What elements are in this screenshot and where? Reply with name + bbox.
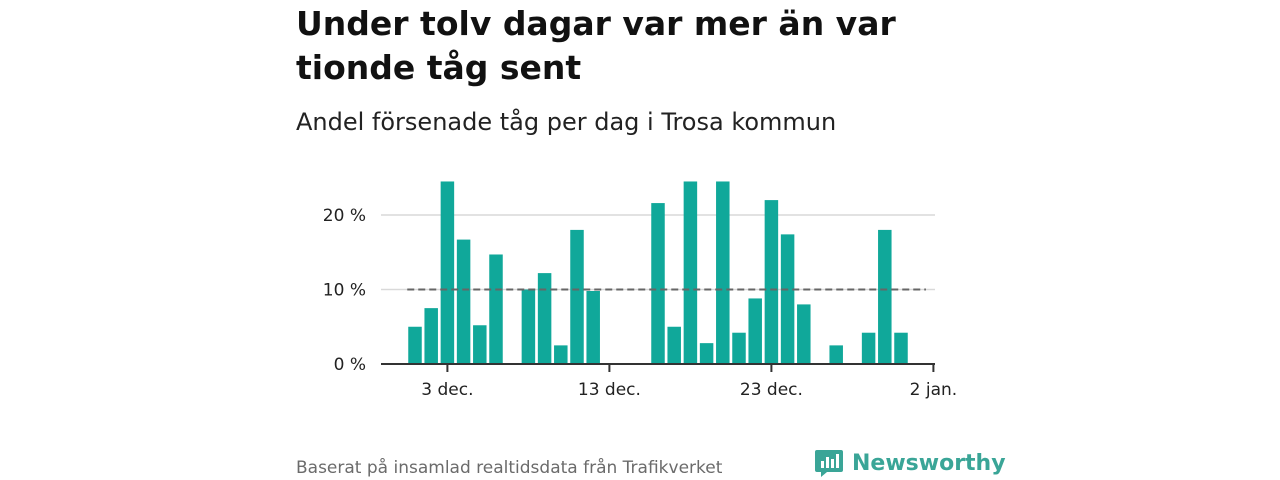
tick-labels: 0 % 10 % 20 % 3 dec. 13 dec. 23 dec. 2 jan. xyxy=(323,206,957,400)
bar xyxy=(716,181,730,364)
bar xyxy=(586,290,600,364)
bar xyxy=(570,229,584,364)
bar xyxy=(780,234,795,364)
bar xyxy=(554,345,568,364)
chart-title: Under tolv dagar var mer än var tionde t… xyxy=(296,4,896,87)
bar xyxy=(878,229,892,364)
bars xyxy=(408,181,908,364)
axes xyxy=(381,363,935,372)
x-tick-label: 13 dec. xyxy=(578,380,641,400)
bar xyxy=(797,304,811,364)
bar xyxy=(456,239,471,364)
bar xyxy=(894,332,908,364)
bar xyxy=(489,254,503,364)
logo-text: Newsworthy xyxy=(852,450,1006,476)
x-tick-label: 3 dec. xyxy=(421,380,473,400)
x-tick-label: 2 jan. xyxy=(910,380,958,400)
newsworthy-logo: Newsworthy xyxy=(814,448,1006,478)
bar xyxy=(521,289,536,364)
bar xyxy=(732,332,746,364)
bar xyxy=(408,326,422,364)
bar xyxy=(699,343,714,364)
bar xyxy=(537,273,552,364)
y-tick-label: 10 % xyxy=(323,281,366,301)
y-tick-label: 0 % xyxy=(334,355,366,375)
bar xyxy=(764,200,779,364)
bar xyxy=(829,345,843,364)
bar xyxy=(683,181,698,364)
x-tick-label: 23 dec. xyxy=(740,380,803,400)
bar xyxy=(424,308,438,364)
bar xyxy=(651,203,665,364)
chart-subtitle: Andel försenade tåg per dag i Trosa komm… xyxy=(296,108,837,136)
source-note: Baserat på insamlad realtidsdata från Tr… xyxy=(296,458,723,478)
bar xyxy=(748,298,762,364)
bar xyxy=(861,332,876,364)
y-tick-label: 20 % xyxy=(323,206,366,226)
bar xyxy=(440,181,455,364)
bar xyxy=(667,326,681,364)
newsworthy-logo-icon xyxy=(815,450,843,477)
bar xyxy=(473,325,487,364)
